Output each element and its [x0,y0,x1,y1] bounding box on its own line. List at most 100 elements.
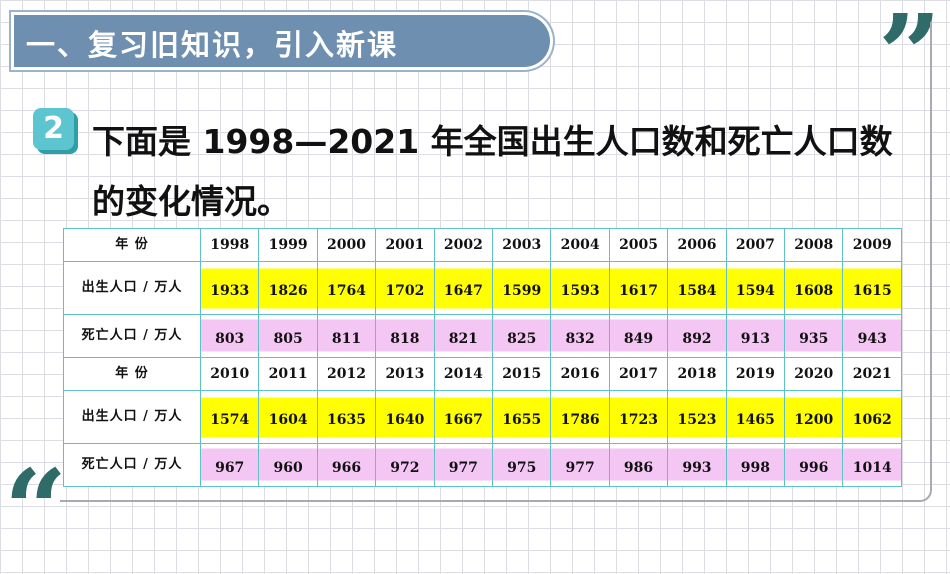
death-value-cell: 977 [550,443,610,487]
cell-value: 2011 [268,366,308,382]
birth-value-cell: 1723 [608,390,669,444]
cell-value: 943 [857,331,887,347]
cell-value: 1723 [619,412,659,428]
birth-value-cell: 1574 [199,390,260,444]
year-cell: 2020 [784,357,844,391]
cell-value: 996 [799,460,829,476]
cell-value: 2000 [327,237,366,253]
year-cell: 2011 [258,357,318,391]
cell-value: 1062 [852,412,892,428]
year-cell: 2004 [550,228,610,262]
cell-value: 1998 [210,237,250,253]
birth-value-cell: 1615 [842,261,902,315]
death-value-cell: 1014 [842,443,902,487]
cell-value: 2013 [385,366,425,382]
cell-value: 2017 [619,366,659,382]
death-value-cell: 913 [725,314,786,358]
birth-value-cell: 1465 [725,390,786,444]
death-value-cell: 998 [725,443,786,487]
birth-value-cell: 1604 [258,390,318,444]
cell-value: 1667 [443,412,483,428]
birth-value-cell: 1593 [550,261,610,315]
year-cell: 2015 [492,357,552,391]
death-value-cell: 986 [608,443,669,487]
cell-value: 1599 [502,283,542,299]
death-value-cell: 935 [784,314,844,358]
birth-value-cell: 1062 [842,390,902,444]
year-cell: 2009 [842,228,902,262]
death-value-cell: 825 [492,314,552,358]
cell-value: 975 [507,460,537,476]
cell-value: 2019 [735,366,775,382]
cell-value: 1635 [327,412,366,428]
year-cell: 1998 [199,228,260,262]
cell-value: 972 [390,460,420,476]
cell-value: 2002 [443,237,483,253]
cell-value: 1584 [677,283,717,299]
cell-value: 1826 [268,283,308,299]
cell-value: 2014 [443,366,483,382]
section-title: 一、复习旧知识，引入新课 [26,28,399,62]
death-value-cell: 892 [667,314,727,358]
cell-value: 1014 [852,460,892,476]
cell-value: 935 [799,331,829,347]
cell-value: 803 [215,331,245,347]
cell-value: 2016 [560,366,600,382]
cell-value: 1702 [385,283,425,299]
death-value-cell: 832 [550,314,610,358]
year-cell: 2019 [725,357,786,391]
death-value-cell: 943 [842,314,902,358]
cell-value: 1764 [327,283,366,299]
cell-value: 2021 [852,366,892,382]
cell-value: 2009 [852,237,892,253]
cell-value: 1647 [443,283,483,299]
death-value-cell: 811 [316,314,377,358]
birth-value-cell: 1667 [433,390,494,444]
cell-value: 1640 [385,412,425,428]
birth-value-cell: 1826 [258,261,318,315]
death-value-cell: 993 [667,443,727,487]
year-cell: 1999 [258,228,318,262]
death-value-cell: 967 [199,443,260,487]
death-value-cell: 960 [258,443,318,487]
cell-value: 1523 [677,412,717,428]
cell-value: 1574 [210,412,250,428]
cell-value: 913 [740,331,770,347]
cell-value: 966 [331,460,362,476]
year-cell: 2016 [550,357,610,391]
cell-value: 1615 [852,283,892,299]
year-cell: 2014 [433,357,494,391]
cell-value: 1786 [560,412,600,428]
death-row-label: 死亡人口 / 万人 [63,443,201,487]
frame-border [916,22,932,490]
cell-value: 960 [273,460,303,476]
death-value-cell: 805 [258,314,318,358]
year-cell: 2001 [375,228,435,262]
death-value-cell: 972 [375,443,435,487]
death-value-cell: 975 [492,443,552,487]
cell-value: 2007 [735,237,775,253]
cell-value: 821 [448,331,478,347]
death-value-cell: 996 [784,443,844,487]
death-value-cell: 966 [316,443,377,487]
year-cell: 2008 [784,228,844,262]
death-row: 死亡人口 / 万人 803 805 811 818 821 825 832 849 892 913 9… [63,314,902,358]
death-value-cell: 977 [433,443,494,487]
cell-value: 1465 [735,412,775,428]
cell-value: 1999 [268,237,308,253]
cell-value: 1200 [794,412,834,428]
cell-value: 998 [740,460,770,476]
birth-row-label: 出生人口 / 万人 [63,261,201,315]
death-value-cell: 818 [375,314,435,358]
cell-value: 2015 [502,366,542,382]
cell-value: 2018 [677,366,717,382]
cell-value: 2003 [502,237,542,253]
birth-value-cell: 1647 [433,261,494,315]
year-cell: 2007 [725,228,786,262]
year-cell: 2021 [842,357,902,391]
birth-value-cell: 1655 [492,390,552,444]
birth-value-cell: 1617 [608,261,669,315]
death-row: 死亡人口 / 万人 967 960 966 972 977 975 977 986 993 998 9… [63,443,902,487]
birth-value-cell: 1594 [725,261,786,315]
cell-value: 2012 [327,366,366,382]
